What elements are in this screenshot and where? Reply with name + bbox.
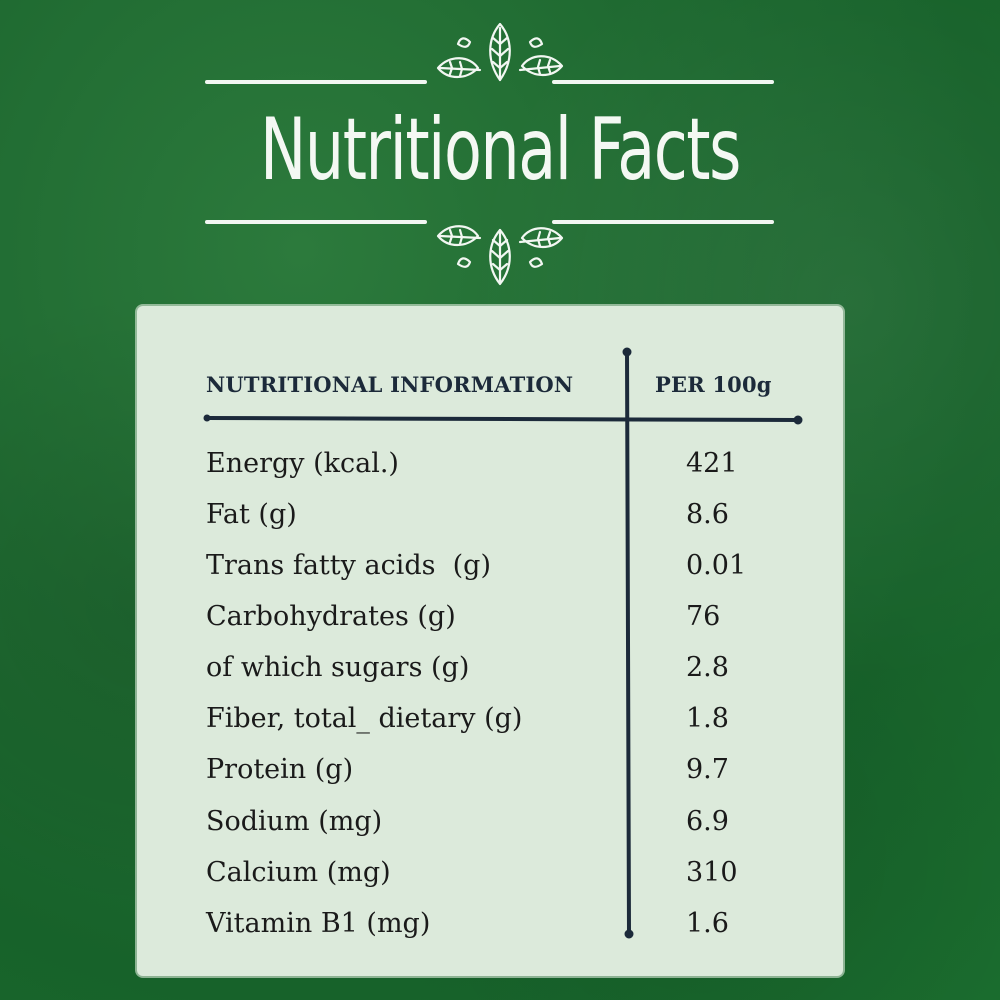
row-label-sodium: Sodium (mg) bbox=[206, 806, 383, 837]
row-label-vitamin-b1: Vitamin B1 (mg) bbox=[206, 908, 431, 939]
row-label-sugars: of which sugars (g) bbox=[206, 652, 470, 683]
table-lines bbox=[203, 347, 803, 939]
row-value-protein: 9.7 bbox=[686, 754, 729, 785]
row-label-protein: Protein (g) bbox=[206, 754, 354, 785]
header-nutritional-information: NUTRITIONAL INFORMATION bbox=[206, 372, 574, 397]
page-title: Nutritional Facts bbox=[260, 100, 741, 200]
row-value-energy: 421 bbox=[686, 448, 738, 479]
row-value-fat: 8.6 bbox=[686, 499, 729, 530]
header-per-100g: PER 100g bbox=[655, 372, 772, 397]
row-label-carbohydrates: Carbohydrates (g) bbox=[206, 601, 456, 632]
row-value-calcium: 310 bbox=[686, 857, 738, 888]
row-value-sugars: 2.8 bbox=[686, 652, 729, 683]
nutrition-card bbox=[137, 306, 843, 976]
row-label-fat: Fat (g) bbox=[206, 499, 297, 530]
row-value-carbohydrates: 76 bbox=[686, 601, 721, 632]
row-label-trans-fatty-acids: Trans fatty acids (g) bbox=[206, 550, 491, 581]
row-value-trans-fatty-acids: 0.01 bbox=[686, 550, 747, 581]
title-rule-top-right bbox=[552, 80, 774, 84]
leaves-icon bbox=[436, 22, 564, 82]
row-label-energy: Energy (kcal.) bbox=[206, 448, 399, 479]
row-label-fiber: Fiber, total_ dietary (g) bbox=[206, 703, 523, 734]
row-value-fiber: 1.8 bbox=[686, 703, 729, 734]
leaves-icon bbox=[436, 225, 564, 286]
row-label-calcium: Calcium (mg) bbox=[206, 857, 391, 888]
title-rule-bottom-right bbox=[552, 220, 774, 224]
row-value-vitamin-b1: 1.6 bbox=[686, 908, 729, 939]
row-value-sodium: 6.9 bbox=[686, 806, 729, 837]
title-rule-bottom-left bbox=[205, 220, 427, 224]
title-rule-top-left bbox=[205, 80, 427, 84]
